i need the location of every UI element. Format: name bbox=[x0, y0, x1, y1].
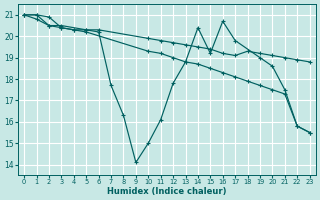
X-axis label: Humidex (Indice chaleur): Humidex (Indice chaleur) bbox=[107, 187, 227, 196]
